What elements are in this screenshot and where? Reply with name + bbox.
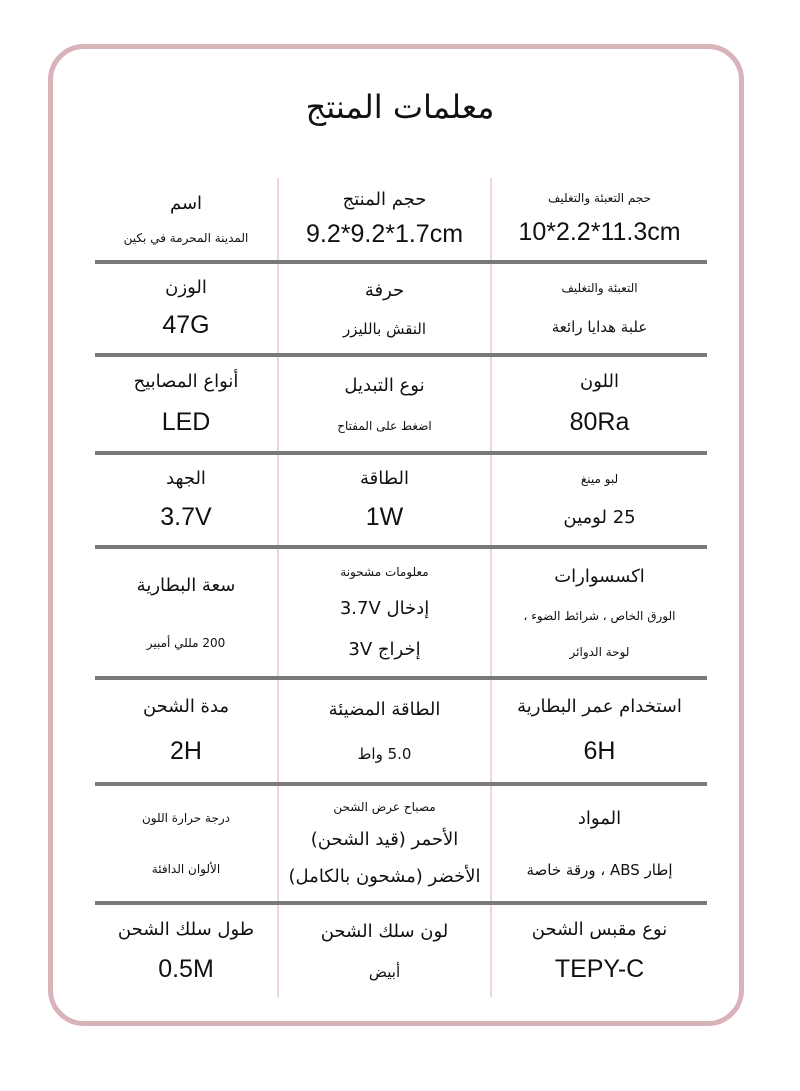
spec-value: النقش بالليزر bbox=[342, 319, 427, 338]
spec-value: إطار ABS ، ورقة خاصة bbox=[526, 861, 673, 879]
spec-cell: الجهد 3.7V bbox=[95, 455, 277, 545]
spec-value: 1W bbox=[365, 503, 404, 531]
spec-label: حجم المنتج bbox=[342, 189, 427, 210]
spec-value: 9.2*9.2*1.7cm bbox=[305, 220, 464, 248]
spec-cell: معلومات مشحونة إدخال 3.7V إخراج 3V bbox=[277, 549, 492, 676]
spec-label: أنواع المصابيح bbox=[133, 371, 239, 392]
spec-row: التعبئة والتغليف علبة هدايا رائعة حرفة النق… bbox=[95, 264, 707, 357]
spec-row: نوع مقبس الشحن TEPY-C لون سلك الشحن أبيض طول… bbox=[95, 905, 707, 997]
spec-label: اسم bbox=[169, 193, 203, 214]
spec-row: لبو مينغ 25 لومين الطاقة 1W الجهد 3.7V bbox=[95, 455, 707, 549]
spec-value: المدينة المحرمة في بكين bbox=[123, 231, 249, 245]
spec-value: LED bbox=[161, 408, 211, 436]
spec-label: لون سلك الشحن bbox=[320, 921, 449, 943]
spec-value: 80Ra bbox=[569, 408, 630, 436]
spec-value: الورق الخاص ، شرائط الضوء ، bbox=[523, 608, 676, 623]
spec-label: طول سلك الشحن bbox=[117, 918, 255, 940]
spec-label: استخدام عمر البطارية bbox=[517, 696, 682, 717]
spec-row: اكسسوارات الورق الخاص ، شرائط الضوء ، لوحة… bbox=[95, 549, 707, 680]
spec-value: 10*2.2*11.3cm bbox=[518, 218, 681, 247]
spec-table: حجم التعبئة والتغليف 10*2.2*11.3cm حجم الم… bbox=[95, 178, 707, 997]
spec-row: المواد إطار ABS ، ورقة خاصة مصباح عرض الشح… bbox=[95, 786, 707, 905]
spec-label: حرفة bbox=[364, 279, 405, 301]
spec-cell: حجم المنتج 9.2*9.2*1.7cm bbox=[277, 178, 492, 260]
spec-cell: المواد إطار ABS ، ورقة خاصة bbox=[492, 786, 707, 901]
spec-cell: سعة البطارية 200 مللي أمبير bbox=[95, 549, 277, 676]
spec-label: الطاقة bbox=[360, 468, 409, 489]
spec-value: لوحة الدوائر bbox=[569, 644, 630, 659]
spec-row: استخدام عمر البطارية 6H الطاقة المضيئة 5.0 … bbox=[95, 680, 707, 786]
spec-value: الأحمر (قيد الشحن) bbox=[310, 829, 459, 851]
page-title: معلمات المنتج bbox=[305, 88, 495, 126]
spec-label: حجم التعبئة والتغليف bbox=[547, 190, 652, 205]
spec-cell: أنواع المصابيح LED bbox=[95, 357, 277, 451]
spec-label: مدة الشحن bbox=[142, 696, 230, 717]
spec-label: الوزن bbox=[165, 276, 207, 298]
spec-cell: طول سلك الشحن 0.5M bbox=[95, 905, 277, 997]
spec-cell: مصباح عرض الشحن الأحمر (قيد الشحن) الأخضر … bbox=[277, 786, 492, 901]
spec-label: سعة البطارية bbox=[136, 575, 236, 597]
spec-value: 3.7V bbox=[160, 503, 212, 531]
spec-label: الطاقة المضيئة bbox=[328, 698, 441, 720]
spec-cell: اكسسوارات الورق الخاص ، شرائط الضوء ، لوحة… bbox=[492, 549, 707, 676]
spec-cell: اللون 80Ra bbox=[492, 357, 707, 451]
spec-value: 2H bbox=[170, 737, 202, 765]
spec-value: 6H bbox=[583, 737, 616, 765]
spec-value: الألوان الدافئة bbox=[151, 862, 221, 876]
spec-cell: التعبئة والتغليف علبة هدايا رائعة bbox=[492, 264, 707, 353]
spec-row: اللون 80Ra نوع التبديل اضغط على المفتاح أنوا… bbox=[95, 357, 707, 455]
spec-cell: نوع التبديل اضغط على المفتاح bbox=[277, 357, 492, 451]
spec-label: نوع مقبس الشحن bbox=[531, 918, 668, 940]
spec-value: اضغط على المفتاح bbox=[337, 419, 432, 433]
spec-value: الأخضر (مشحون بالكامل) bbox=[288, 866, 481, 888]
spec-label: معلومات مشحونة bbox=[340, 564, 429, 579]
spec-value: TEPY-C bbox=[554, 954, 645, 983]
spec-value: إدخال 3.7V bbox=[339, 598, 430, 620]
spec-cell: الوزن 47G bbox=[95, 264, 277, 353]
spec-value: 47G bbox=[162, 311, 210, 340]
spec-value: إخراج 3V bbox=[348, 639, 421, 661]
spec-label: المواد bbox=[577, 808, 622, 829]
spec-label: لبو مينغ bbox=[580, 471, 619, 486]
spec-label: نوع التبديل bbox=[344, 375, 425, 396]
spec-label: مصباح عرض الشحن bbox=[333, 799, 436, 814]
spec-cell: مدة الشحن 2H bbox=[95, 680, 277, 782]
spec-cell: لبو مينغ 25 لومين bbox=[492, 455, 707, 545]
spec-cell: درجة حرارة اللون الألوان الدافئة bbox=[95, 786, 277, 901]
spec-cell: استخدام عمر البطارية 6H bbox=[492, 680, 707, 782]
spec-value: 200 مللي أمبير bbox=[146, 635, 226, 650]
spec-card bbox=[48, 44, 744, 1026]
spec-label: اللون bbox=[580, 371, 619, 392]
spec-value: 0.5M bbox=[158, 954, 214, 983]
spec-cell: نوع مقبس الشحن TEPY-C bbox=[492, 905, 707, 997]
spec-cell: حرفة النقش بالليزر bbox=[277, 264, 492, 353]
spec-label: الجهد bbox=[166, 468, 206, 489]
spec-value: 25 لومين bbox=[563, 507, 636, 529]
spec-cell: اسم المدينة المحرمة في بكين bbox=[95, 178, 277, 260]
spec-cell: لون سلك الشحن أبيض bbox=[277, 905, 492, 997]
spec-row: حجم التعبئة والتغليف 10*2.2*11.3cm حجم الم… bbox=[95, 178, 707, 264]
spec-cell: حجم التعبئة والتغليف 10*2.2*11.3cm bbox=[492, 178, 707, 260]
spec-value: 5.0 واط bbox=[357, 745, 412, 764]
spec-cell: الطاقة المضيئة 5.0 واط bbox=[277, 680, 492, 782]
spec-label: التعبئة والتغليف bbox=[561, 281, 638, 296]
spec-label: درجة حرارة اللون bbox=[141, 811, 231, 825]
spec-cell: الطاقة 1W bbox=[277, 455, 492, 545]
spec-value: أبيض bbox=[368, 962, 401, 981]
spec-value: علبة هدايا رائعة bbox=[551, 317, 648, 336]
spec-label: اكسسوارات bbox=[554, 566, 645, 588]
